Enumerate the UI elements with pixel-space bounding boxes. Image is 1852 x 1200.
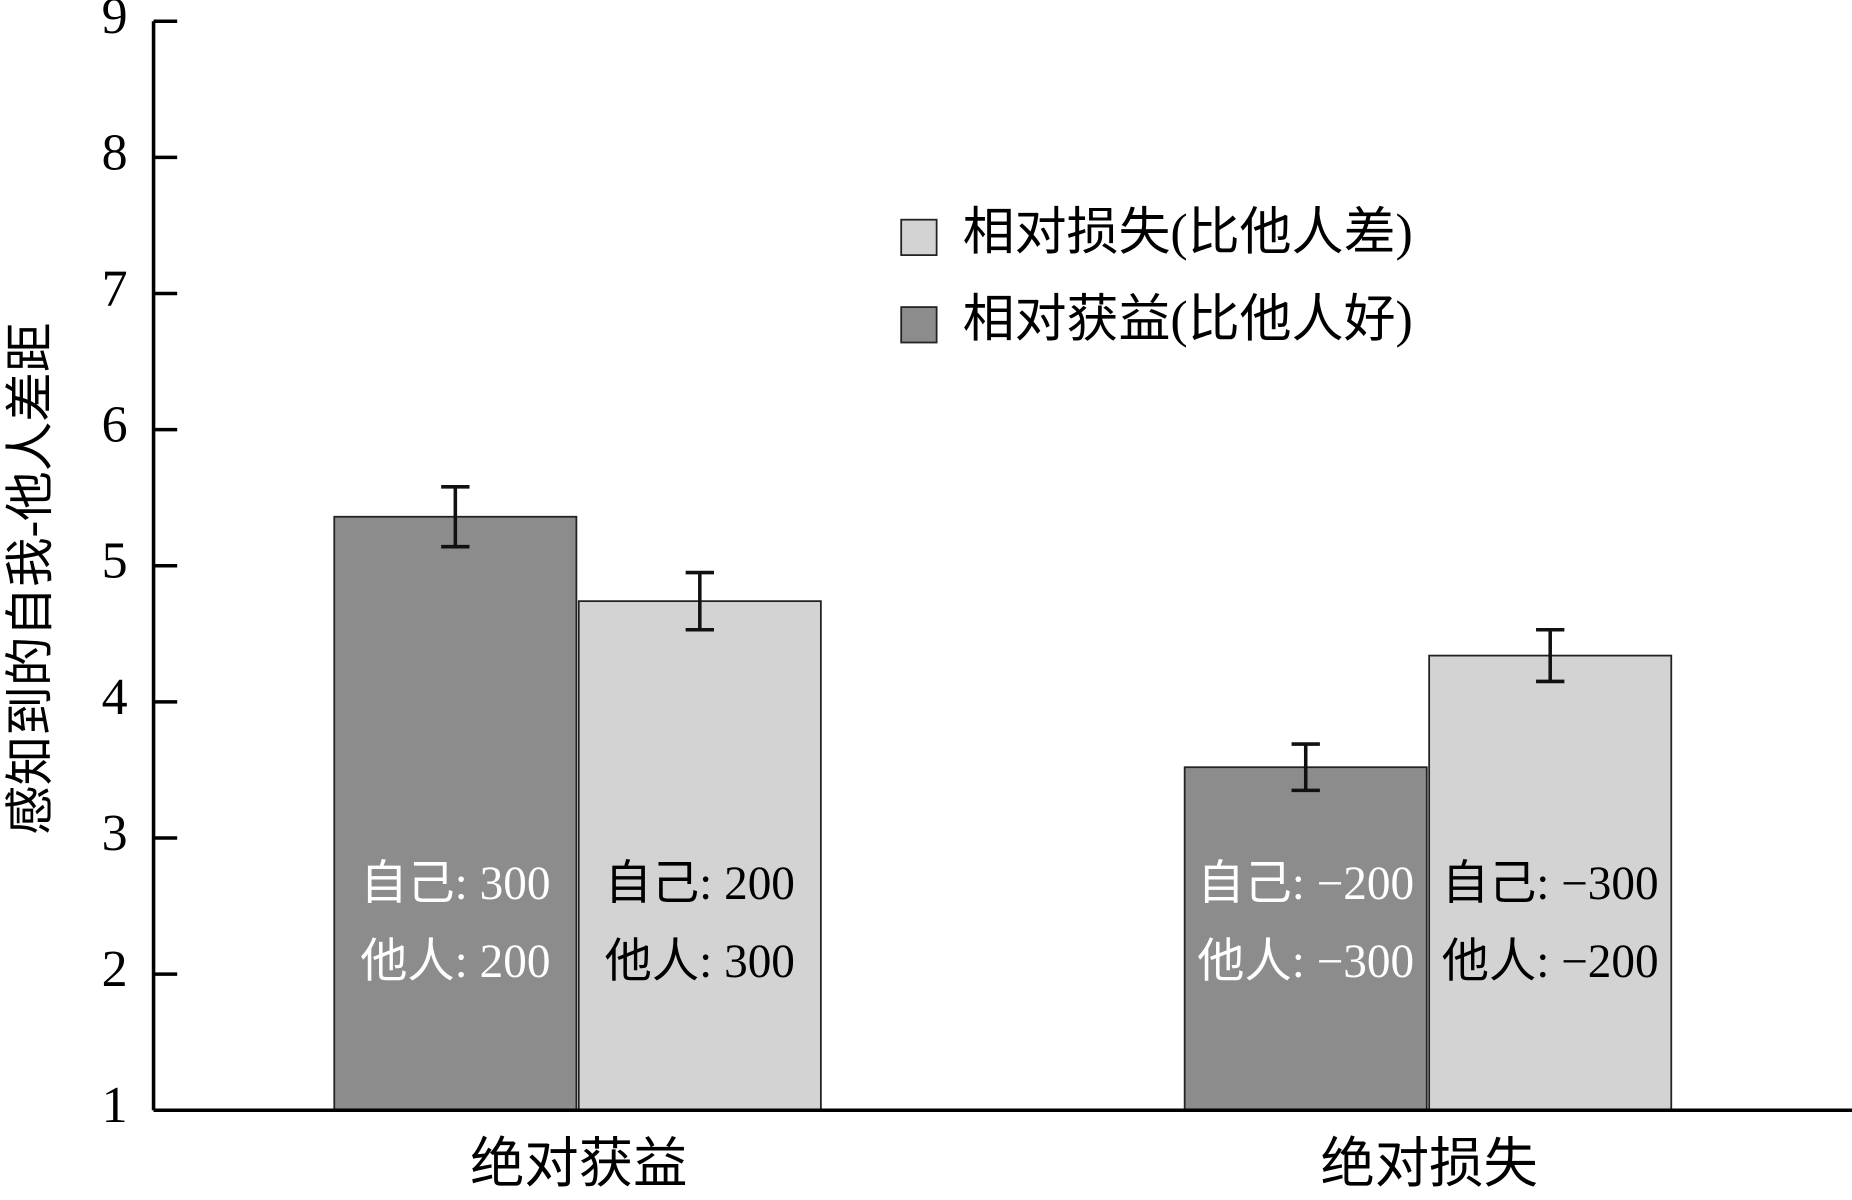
y-tick-label: 8 <box>102 124 128 181</box>
error-bar <box>1536 627 1565 684</box>
legend-label: 相对损失(比他人差) <box>963 204 1413 261</box>
bar-annotation: 自己: 200 <box>605 858 795 910</box>
bar <box>577 600 822 1112</box>
error-bar <box>441 485 470 549</box>
bar-annotation: 自己: −200 <box>1197 858 1414 910</box>
y-tick-label: 1 <box>102 1077 128 1134</box>
x-tick-label: 绝对损失 <box>1320 1134 1537 1194</box>
bar-annotation: 他人: −200 <box>1442 936 1659 988</box>
y-tick-label: 6 <box>102 397 128 454</box>
bar-annotation: 他人: −300 <box>1197 936 1414 988</box>
error-bar <box>1291 742 1320 793</box>
bar-annotation: 他人: 200 <box>360 936 550 988</box>
y-tick-label: 2 <box>102 941 128 998</box>
y-tick-label: 7 <box>102 260 128 317</box>
bar-annotation: 自己: 300 <box>360 858 550 910</box>
y-axis-label: 感知到的自我-他人差距 <box>3 323 58 835</box>
bar <box>1428 654 1673 1112</box>
bar <box>333 515 578 1112</box>
bar <box>1183 766 1428 1112</box>
legend-swatch <box>900 306 938 344</box>
y-tick-label: 4 <box>102 669 128 726</box>
x-tick-label: 绝对获益 <box>470 1134 687 1194</box>
bar-annotation: 他人: 300 <box>605 936 795 988</box>
bar-annotation: 自己: −300 <box>1442 858 1659 910</box>
y-tick-label: 3 <box>102 805 128 862</box>
y-tick-label: 9 <box>102 0 128 45</box>
error-bar <box>685 570 714 632</box>
legend-label: 相对获益(比他人好) <box>963 292 1413 349</box>
y-tick-label: 5 <box>102 533 128 590</box>
legend-swatch <box>900 218 938 257</box>
